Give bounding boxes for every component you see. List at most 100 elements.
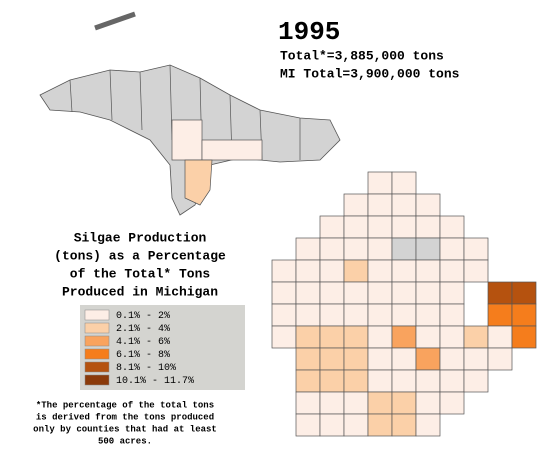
county	[184, 159, 213, 206]
county	[463, 325, 489, 349]
county	[201, 139, 263, 161]
county	[487, 325, 513, 349]
county	[367, 171, 393, 195]
county	[319, 391, 345, 415]
county	[391, 237, 417, 261]
legend-title-line: of the Total* Tons	[70, 266, 211, 281]
county	[463, 369, 489, 393]
legend-label: 8.1% - 10%	[116, 363, 176, 374]
county	[415, 193, 441, 217]
county	[271, 325, 297, 349]
county	[295, 259, 321, 283]
county	[343, 325, 369, 349]
legend-swatch	[84, 374, 110, 386]
county	[343, 193, 369, 217]
total: Total*=3,885,000 tons	[280, 48, 444, 63]
county	[343, 259, 369, 283]
county	[439, 303, 465, 327]
legend-swatch	[84, 335, 110, 347]
county	[295, 325, 321, 349]
county	[463, 259, 489, 283]
county	[343, 303, 369, 327]
county	[295, 413, 321, 437]
county	[367, 391, 393, 415]
county	[367, 369, 393, 393]
county	[171, 119, 203, 161]
county	[295, 237, 321, 261]
county	[439, 237, 465, 261]
footnote-line: 500 acres.	[98, 436, 152, 446]
county	[343, 215, 369, 239]
county	[343, 237, 369, 261]
county	[367, 413, 393, 437]
county	[295, 391, 321, 415]
county	[391, 369, 417, 393]
county	[367, 347, 393, 371]
county	[271, 303, 297, 327]
county	[511, 303, 537, 327]
county	[463, 347, 489, 371]
county	[415, 237, 441, 261]
county	[415, 391, 441, 415]
county	[295, 369, 321, 393]
county	[319, 281, 345, 305]
legend-swatch	[84, 361, 110, 373]
county	[391, 171, 417, 195]
michigan-map	[39, 11, 537, 437]
county	[415, 325, 441, 349]
county	[391, 347, 417, 371]
county	[343, 369, 369, 393]
county	[415, 303, 441, 327]
county	[415, 259, 441, 283]
legend-label: 0.1% - 2%	[116, 311, 170, 322]
county	[391, 325, 417, 349]
county	[415, 413, 441, 437]
county	[367, 281, 393, 305]
footnote-line: *The percentage of the total tons	[36, 400, 214, 410]
county	[319, 259, 345, 283]
county	[391, 259, 417, 283]
legend-swatch	[84, 322, 110, 334]
legend-title: Silgae Production (tons) as a Percentage o…	[54, 230, 226, 299]
legend-label: 2.1% - 4%	[116, 324, 170, 335]
legend-label: 4.1% - 6%	[116, 337, 170, 348]
county	[271, 281, 297, 305]
county	[391, 303, 417, 327]
mi-total: MI Total=3,900,000 tons	[280, 66, 460, 81]
county	[319, 215, 345, 239]
county	[367, 215, 393, 239]
county	[319, 369, 345, 393]
county	[343, 413, 369, 437]
county	[487, 347, 513, 371]
year: 1995	[278, 17, 340, 47]
footnote: *The percentage of the total tons is deri…	[33, 400, 217, 446]
county	[439, 259, 465, 283]
county	[439, 215, 465, 239]
county	[415, 369, 441, 393]
county	[511, 281, 537, 305]
county	[319, 347, 345, 371]
county	[439, 347, 465, 371]
county	[391, 215, 417, 239]
county	[367, 259, 393, 283]
legend-title-line: (tons) as a Percentage	[54, 248, 226, 263]
county	[487, 281, 513, 305]
county	[511, 325, 537, 349]
county	[319, 325, 345, 349]
county	[463, 237, 489, 261]
county	[391, 281, 417, 305]
legend-swatch	[84, 309, 110, 321]
county	[319, 237, 345, 261]
county	[367, 237, 393, 261]
county	[343, 347, 369, 371]
county	[343, 391, 369, 415]
county	[415, 281, 441, 305]
county	[391, 391, 417, 415]
county	[439, 325, 465, 349]
legend-title-line: Produced in Michigan	[62, 284, 218, 299]
county	[295, 281, 321, 305]
county	[367, 193, 393, 217]
county	[487, 303, 513, 327]
footnote-line: is derived from the tons produced	[36, 412, 214, 422]
